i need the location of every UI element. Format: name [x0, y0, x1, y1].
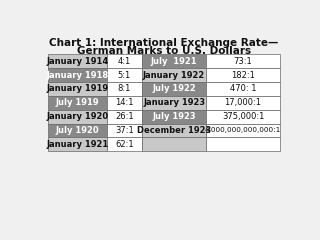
Text: 73:1: 73:1: [234, 57, 252, 66]
Text: Chart 1: International Exchange Rate—: Chart 1: International Exchange Rate—: [49, 38, 279, 48]
Bar: [107, 110, 142, 124]
Bar: [142, 82, 206, 96]
Bar: [206, 124, 280, 137]
Bar: [142, 110, 206, 124]
Text: 14:1: 14:1: [115, 98, 134, 107]
Bar: [107, 96, 142, 110]
Bar: [107, 82, 142, 96]
Bar: [107, 68, 142, 82]
Text: January 1920: January 1920: [46, 112, 108, 121]
Bar: [142, 137, 206, 151]
Text: December 1923: December 1923: [137, 126, 211, 135]
Bar: [206, 137, 280, 151]
Bar: [142, 124, 206, 137]
Bar: [48, 110, 107, 124]
Bar: [48, 68, 107, 82]
Bar: [206, 96, 280, 110]
Text: January 1923: January 1923: [143, 98, 205, 107]
Text: January 1918: January 1918: [46, 71, 108, 79]
Text: 182:1: 182:1: [231, 71, 255, 79]
Text: 4,000,000,000,000:1: 4,000,000,000,000:1: [205, 127, 281, 133]
Text: German Marks to U.S. Dollars: German Marks to U.S. Dollars: [77, 46, 251, 56]
Bar: [107, 124, 142, 137]
Text: 5:1: 5:1: [118, 71, 131, 79]
Text: January 1914: January 1914: [46, 57, 108, 66]
Text: 26:1: 26:1: [115, 112, 134, 121]
Bar: [206, 82, 280, 96]
Bar: [48, 54, 107, 68]
Bar: [142, 54, 206, 68]
Text: 375,000:1: 375,000:1: [222, 112, 264, 121]
Bar: [48, 124, 107, 137]
Text: January 1921: January 1921: [46, 140, 108, 149]
Text: July  1921: July 1921: [151, 57, 197, 66]
Text: 470: 1: 470: 1: [230, 84, 256, 93]
Bar: [142, 68, 206, 82]
Text: 62:1: 62:1: [115, 140, 134, 149]
Bar: [107, 137, 142, 151]
Bar: [107, 54, 142, 68]
Text: January 1919: January 1919: [46, 84, 108, 93]
Text: 8:1: 8:1: [118, 84, 131, 93]
Text: 17,000:1: 17,000:1: [225, 98, 261, 107]
Bar: [48, 137, 107, 151]
Text: July 1922: July 1922: [152, 84, 196, 93]
Bar: [206, 54, 280, 68]
Text: July 1923: July 1923: [152, 112, 196, 121]
Text: 4:1: 4:1: [118, 57, 131, 66]
Bar: [206, 68, 280, 82]
Bar: [142, 96, 206, 110]
Bar: [48, 82, 107, 96]
Text: July 1919: July 1919: [55, 98, 99, 107]
Bar: [206, 110, 280, 124]
Text: July 1920: July 1920: [55, 126, 99, 135]
Text: 37:1: 37:1: [115, 126, 134, 135]
Text: January 1922: January 1922: [143, 71, 205, 79]
Bar: [48, 96, 107, 110]
